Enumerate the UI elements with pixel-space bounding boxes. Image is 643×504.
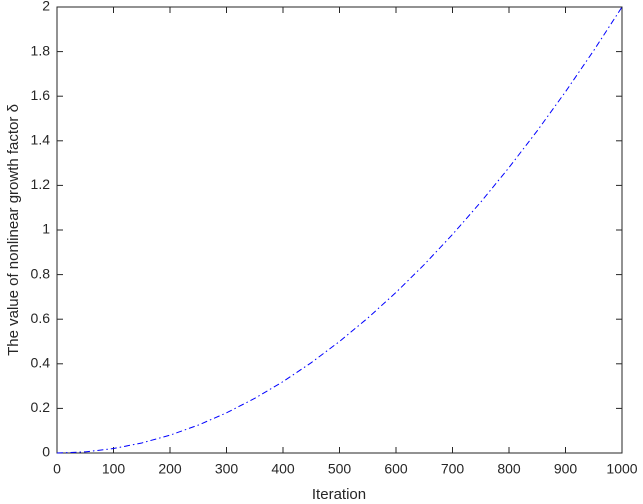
y-tick-label: 2 (42, 0, 50, 14)
line-series (56, 6, 623, 454)
y-tick-label: 0.4 (31, 355, 51, 371)
y-tick-label: 1.4 (31, 132, 51, 148)
x-axis-label: Iteration (312, 486, 366, 503)
plot-frame (56, 6, 623, 454)
y-axis-label: The value of nonlinear growth factor δ (5, 104, 22, 356)
x-tick-label: 800 (497, 461, 521, 477)
x-tick-label: 200 (158, 461, 182, 477)
x-tick-label: 0 (53, 461, 61, 477)
y-tick-label: 1 (42, 221, 50, 237)
x-tick-label: 300 (215, 461, 239, 477)
x-tick-label: 400 (271, 461, 295, 477)
x-tick-label: 100 (102, 461, 126, 477)
x-tick-label: 500 (328, 461, 352, 477)
x-tick-label: 900 (554, 461, 578, 477)
y-tick-label: 1.6 (31, 87, 51, 103)
y-tick-label: 1.2 (31, 176, 51, 192)
y-tick-label: 0.8 (31, 265, 51, 281)
x-tick-label: 1000 (606, 461, 637, 477)
x-tick-label: 700 (441, 461, 465, 477)
y-tick-label: 0 (42, 444, 50, 460)
y-tick-label: 0.2 (31, 399, 51, 415)
y-tick-label: 0.6 (31, 310, 51, 326)
y-tick-label: 1.8 (31, 42, 51, 58)
x-tick-label: 600 (384, 461, 408, 477)
